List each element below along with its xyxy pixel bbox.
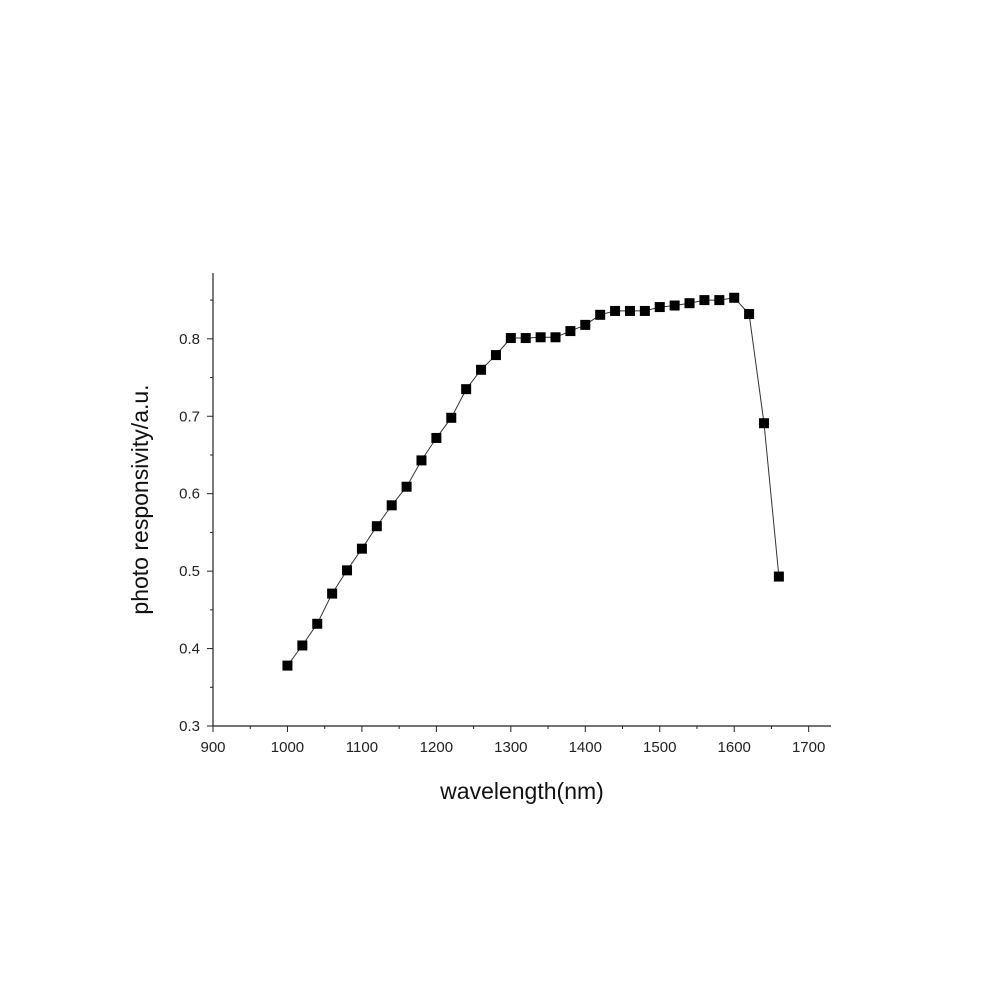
- data-point: [624, 305, 635, 316]
- data-point: [565, 326, 576, 337]
- data-point: [476, 364, 487, 375]
- data-point: [550, 332, 561, 343]
- y-tick-label: 0.4: [179, 641, 200, 658]
- data-point: [744, 309, 755, 320]
- data-point: [580, 319, 591, 330]
- x-tick-label: 1100: [346, 739, 378, 756]
- y-ticks: 0.3 0.4 0.5 0.6 0.7 0.8: [179, 299, 213, 735]
- data-point: [595, 309, 606, 320]
- series-layer: [282, 292, 784, 671]
- data-point: [490, 350, 501, 361]
- data-point: [416, 455, 427, 466]
- data-point: [654, 302, 665, 313]
- y-tick-label: 0.6: [179, 486, 200, 503]
- y-tick-label: 0.3: [179, 718, 200, 735]
- y-tick-label: 0.8: [179, 331, 200, 348]
- x-tick-label: 900: [200, 739, 225, 756]
- data-point: [327, 588, 338, 599]
- series-line: [287, 297, 780, 666]
- data-point: [714, 295, 725, 306]
- data-point: [342, 565, 353, 576]
- data-point: [356, 543, 367, 554]
- x-axis-title: wavelength(nm): [439, 778, 604, 804]
- data-point: [639, 305, 650, 316]
- data-point: [773, 571, 784, 582]
- data-point: [729, 292, 740, 303]
- x-tick-label: 1300: [494, 739, 527, 756]
- x-tick-label: 1400: [569, 739, 602, 756]
- data-point: [669, 300, 680, 311]
- data-point: [386, 500, 397, 511]
- x-tick-label: 1000: [271, 739, 304, 756]
- data-point: [297, 640, 308, 651]
- y-tick-label: 0.5: [179, 563, 200, 580]
- data-point: [431, 432, 442, 443]
- data-point: [312, 618, 323, 629]
- data-point: [535, 332, 546, 343]
- data-point: [446, 412, 457, 423]
- data-point: [401, 481, 412, 492]
- data-point: [610, 305, 621, 316]
- data-point: [520, 333, 531, 344]
- x-tick-label: 1500: [643, 739, 676, 756]
- data-point: [758, 418, 769, 429]
- x-ticks: 900 1000 1100 1200 1300 1400 1500 1600 1700: [200, 726, 825, 756]
- x-tick-label: 1200: [420, 739, 453, 756]
- x-tick-label: 1600: [718, 739, 751, 756]
- x-tick-label: 1700: [792, 739, 825, 756]
- axes: [212, 273, 831, 727]
- y-tick-label: 0.7: [179, 408, 200, 425]
- y-axis-title: photo responsivity/a.u.: [127, 384, 153, 614]
- data-point: [461, 384, 472, 395]
- data-point: [699, 295, 710, 306]
- data-point: [371, 521, 382, 532]
- data-point: [505, 333, 516, 344]
- data-point: [282, 660, 293, 671]
- data-point: [684, 298, 695, 309]
